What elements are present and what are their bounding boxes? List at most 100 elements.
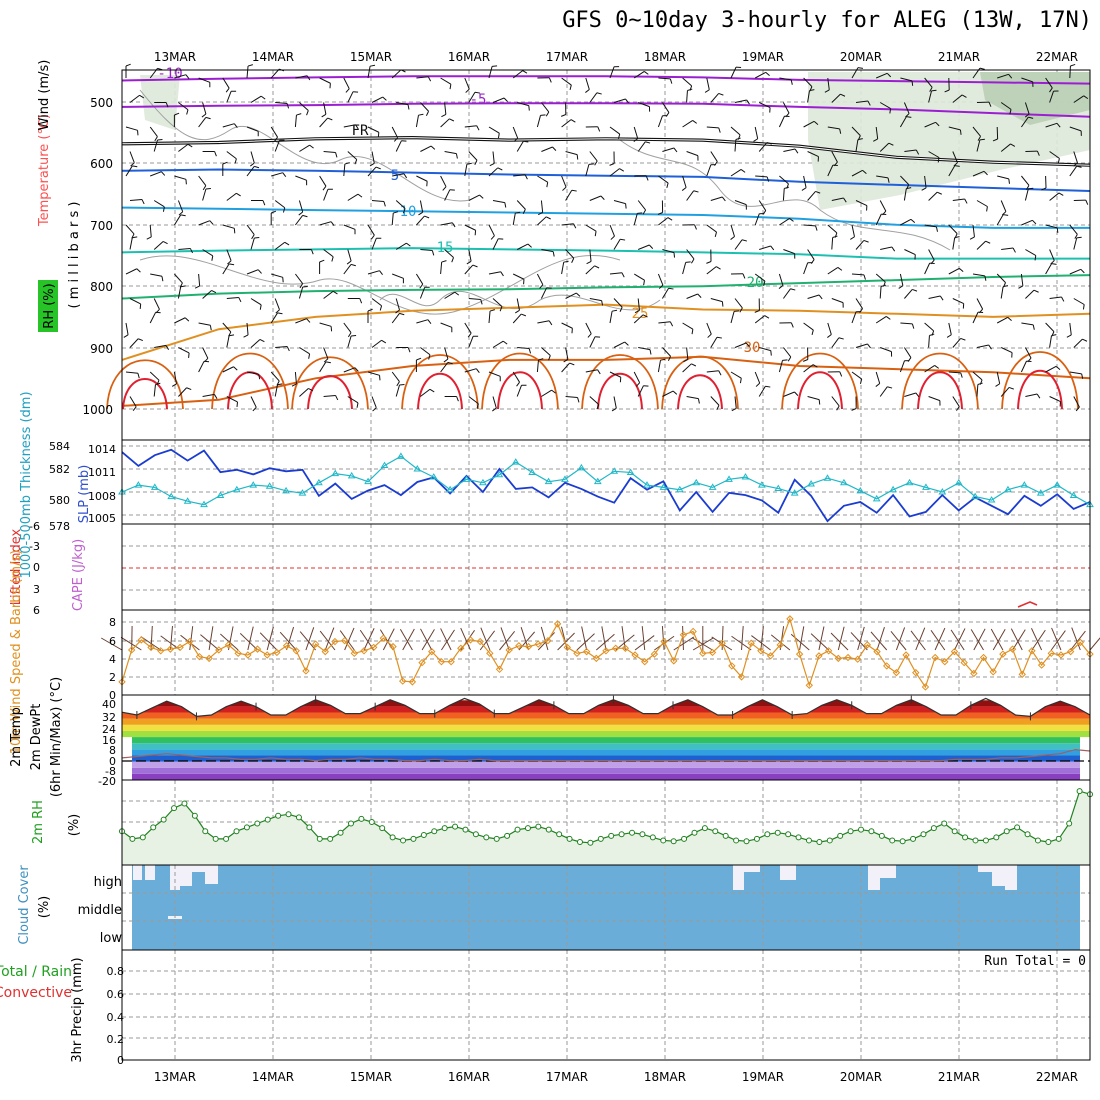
wind-barb-flag <box>789 218 794 222</box>
wind-speed-marker <box>1047 649 1055 658</box>
wind-barb <box>1021 175 1030 186</box>
wind-barb-flag <box>697 293 702 298</box>
wind-barb <box>565 396 578 399</box>
wind-barb-flag <box>889 108 892 114</box>
rh-marker <box>858 826 865 833</box>
wind-barb-flag <box>666 182 669 189</box>
rh-marker <box>618 831 625 838</box>
wind-barb-flag <box>146 236 152 240</box>
wind-barb <box>198 117 207 128</box>
wind-barb <box>198 175 207 186</box>
wind-barb-flag <box>180 285 186 288</box>
minmax-axis-label: (6hr Min/Max) (°C) <box>49 677 64 797</box>
thickness-marker <box>643 481 651 488</box>
wind-barb <box>323 249 334 258</box>
rh-marker <box>712 828 719 835</box>
wind-barb-flag <box>489 309 495 312</box>
wind-barb <box>851 126 861 136</box>
wind-speed-marker <box>1008 645 1017 653</box>
wind-barb-flag <box>687 88 693 92</box>
wind-barb-flag <box>635 382 641 387</box>
date-label-top: 22MAR <box>1036 50 1078 64</box>
cloud-gap <box>145 865 155 880</box>
wind-barb <box>876 175 889 179</box>
wind-barb-flag <box>229 263 235 266</box>
wind-barb <box>637 298 640 311</box>
wind-barb <box>270 68 280 79</box>
wind-barb <box>1049 90 1054 103</box>
wind-barb <box>150 171 162 177</box>
wind-barb-10m <box>634 635 655 651</box>
wind-barb-10m <box>120 636 142 651</box>
wind-barb <box>125 126 138 131</box>
wind-barb-flag <box>514 309 520 314</box>
wind-barb <box>657 273 664 286</box>
wind-barb <box>444 151 457 155</box>
wind-speed-marker <box>476 637 484 646</box>
wind-barb <box>1069 371 1082 375</box>
wind-barb <box>638 244 650 250</box>
date-label-bottom: 16MAR <box>448 1070 490 1084</box>
wind-barb <box>440 362 449 373</box>
thickness-marker <box>971 492 980 500</box>
wind-barb-flag <box>236 401 238 407</box>
wind-barb-flag <box>227 260 232 265</box>
warm-contour-outer <box>1001 351 1079 410</box>
wind-barb-10m <box>870 631 888 651</box>
wind-barb-flag <box>693 190 699 193</box>
wind-speed-marker <box>360 647 368 655</box>
wind-barb <box>710 93 720 103</box>
wind-barb <box>996 214 1004 226</box>
temp-tick-label: 32 <box>102 711 116 724</box>
wind-barb <box>468 151 478 161</box>
wind-speed-marker <box>563 643 571 652</box>
wind-barb-flag <box>455 153 458 159</box>
temperature-contour <box>121 274 1091 300</box>
wind-barb-10m <box>479 630 496 651</box>
cloud-level-label: middle <box>78 903 122 918</box>
wind-barb <box>807 191 816 201</box>
wind-barb-flag <box>225 87 230 93</box>
wind-barb <box>903 188 907 201</box>
wind-barb <box>202 347 209 359</box>
wind-barb-10m <box>1050 630 1066 651</box>
wind-barb-10m <box>140 636 161 651</box>
wind-speed-marker <box>970 669 978 678</box>
wind-barb-flag <box>238 297 242 303</box>
wind-barb <box>367 371 380 376</box>
wind-barb-flag <box>277 383 283 386</box>
wind-barb <box>613 341 625 348</box>
wind-barb <box>154 344 167 348</box>
wind-barb-flag <box>251 234 255 240</box>
wind-barb-10m <box>189 626 194 651</box>
wind-speed-marker <box>253 645 262 653</box>
wind-barb-flag <box>319 259 325 263</box>
wind-barb <box>779 175 789 185</box>
wind-barb <box>661 287 670 299</box>
wind-barb <box>298 286 304 299</box>
wind-barb-flag <box>946 334 952 338</box>
temp-color-band <box>132 737 1080 744</box>
rh-marker <box>389 834 396 841</box>
wind-barb <box>416 215 425 226</box>
date-label-top: 18MAR <box>644 50 686 64</box>
wind-barb-flag <box>1041 187 1047 191</box>
wind-barb-flag <box>811 329 814 336</box>
thickness-marker <box>922 483 930 490</box>
cloud-level-label: high <box>94 875 122 890</box>
wind-barb-flag <box>716 405 720 410</box>
wind-barb-10m <box>692 637 714 651</box>
wind-barb <box>585 164 590 177</box>
wind-barb <box>633 126 639 139</box>
wind-barb <box>420 102 429 112</box>
wind-barb-flag <box>921 187 927 191</box>
wind-barb <box>1049 151 1060 159</box>
wind-barb-flag <box>513 137 519 142</box>
wind-barb <box>250 396 257 408</box>
wind-barb <box>323 347 329 359</box>
wind-barb-flag <box>381 339 387 344</box>
wind-barb <box>996 371 1001 384</box>
wind-barb-flag <box>739 307 743 313</box>
wind-barb-flag <box>259 304 262 310</box>
thickness-marker <box>380 461 389 469</box>
